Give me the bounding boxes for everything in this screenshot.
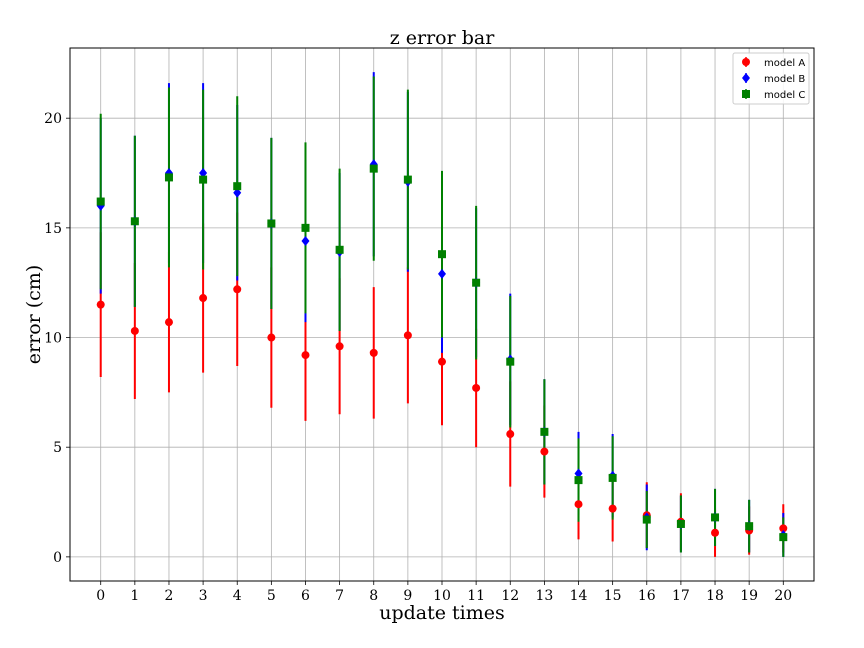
model-c-point [642,515,651,524]
x-tick-label: 13 [535,588,553,604]
model-c-point [540,427,549,436]
model-c-point [779,533,788,542]
legend-model-c-marker [742,90,750,98]
x-tick-label: 4 [233,588,242,604]
model-a-point [301,351,310,360]
model-c-point [130,217,139,226]
model-a-point [506,430,515,439]
x-axis-ticks: 0 1 2 3 4 5 6 7 8 9 10 11 12 13 14 15 16 17 18 19 20 [96,581,792,604]
model-c-point [301,223,310,232]
legend-model-b-marker [742,73,750,83]
y-tick-label: 20 [44,111,62,127]
model-c-point [164,173,173,182]
data-points [96,159,788,542]
y-axis-ticks: 0 5 10 15 20 [44,111,70,566]
x-tick-label: 7 [335,588,344,604]
model-a-point [233,285,242,294]
model-a-point [574,500,583,509]
x-tick-label: 9 [403,588,412,604]
model-a-point [608,504,617,513]
x-tick-label: 16 [638,588,656,604]
x-tick-label: 3 [199,588,208,604]
x-tick-label: 5 [267,588,276,604]
y-tick-label: 0 [53,550,62,566]
model-a-point [96,300,105,309]
model-a-point [164,318,173,327]
y-tick-label: 10 [44,331,62,347]
x-tick-label: 20 [774,588,792,604]
model-c-point [574,476,583,485]
model-a-point [711,528,720,537]
x-tick-label: 11 [467,588,485,604]
x-tick-label: 12 [501,588,519,604]
x-tick-label: 2 [165,588,174,604]
x-tick-label: 19 [740,588,758,604]
y-axis-label: error (cm) [23,265,45,364]
legend: model A model B model C [732,52,810,105]
model-a-point [438,357,446,366]
model-b-point [438,268,446,279]
model-c-point [711,513,720,522]
x-tick-label: 15 [604,588,622,604]
model-a-point [369,348,378,357]
y-tick-label: 5 [53,440,62,456]
model-a-point [335,342,344,351]
x-tick-label: 6 [301,588,310,604]
x-tick-label: 18 [706,588,724,604]
model-a-point [472,383,481,392]
model-c-point [745,522,754,531]
x-tick-label: 17 [672,588,690,604]
model-c-point [506,357,515,366]
model-a-point [267,333,276,342]
model-c-point [233,182,242,191]
model-b-point [301,236,310,247]
x-tick-label: 0 [96,588,105,604]
model-c-point [267,219,276,228]
x-tick-label: 1 [130,588,139,604]
model-c-point [369,164,378,173]
model-b-point [233,187,242,198]
model-c-point [199,175,208,184]
legend-label-model-c: model C [764,90,805,101]
model-b-point [199,168,208,179]
model-c-point [335,245,344,254]
model-a-point [199,294,208,303]
model-c-point [608,473,617,482]
x-tick-label: 14 [570,588,588,604]
y-tick-label: 15 [44,221,62,237]
model-c-point [676,519,685,528]
chart-title: z error bar [390,27,496,49]
model-a-point [403,331,412,340]
x-tick-label: 8 [369,588,378,604]
model-a-point [130,326,139,335]
model-a-point [779,524,788,533]
legend-model-a-marker [742,58,750,66]
model-c-point [472,278,481,287]
x-axis-label: update times [379,602,505,624]
model-c-point [438,250,446,259]
model-c-point [403,175,412,184]
x-tick-label: 10 [433,588,451,604]
legend-label-model-a: model A [764,58,805,69]
model-b-point [574,468,583,479]
legend-label-model-b: model B [764,74,805,85]
model-c-point [96,197,105,206]
legend-frame [732,52,810,105]
model-a-point [540,447,549,456]
